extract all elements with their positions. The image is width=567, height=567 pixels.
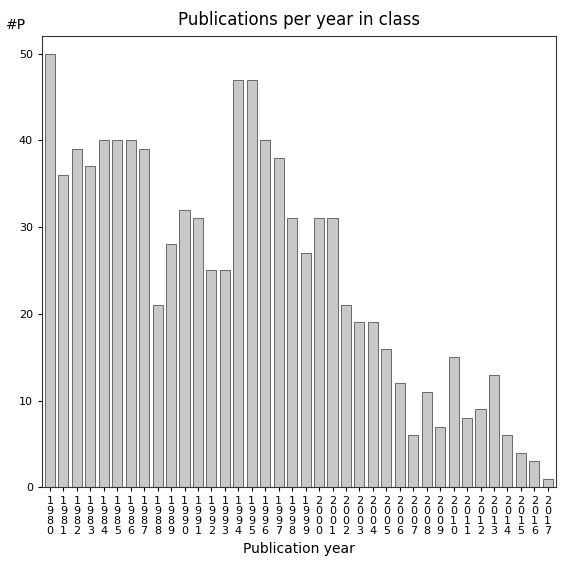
Bar <box>233 79 243 487</box>
Bar <box>301 253 311 487</box>
Bar <box>328 218 337 487</box>
Bar <box>476 409 485 487</box>
Bar <box>448 357 459 487</box>
Bar <box>354 323 365 487</box>
Bar <box>368 323 378 487</box>
Bar <box>516 452 526 487</box>
Bar <box>543 479 553 487</box>
Bar <box>274 158 284 487</box>
Bar <box>395 383 405 487</box>
Bar <box>462 418 472 487</box>
X-axis label: Publication year: Publication year <box>243 542 355 556</box>
Bar <box>112 140 122 487</box>
Bar <box>314 218 324 487</box>
Title: Publications per year in class: Publications per year in class <box>178 11 420 29</box>
Bar <box>99 140 109 487</box>
Bar <box>72 149 82 487</box>
Bar <box>247 79 257 487</box>
Bar <box>180 210 189 487</box>
Bar <box>489 375 499 487</box>
Bar <box>408 435 418 487</box>
Bar <box>206 270 217 487</box>
Bar <box>287 218 297 487</box>
Bar <box>45 53 55 487</box>
Bar <box>381 349 391 487</box>
Bar <box>260 140 270 487</box>
Bar <box>422 392 431 487</box>
Text: #P: #P <box>6 18 26 32</box>
Bar <box>85 166 95 487</box>
Bar <box>126 140 136 487</box>
Bar <box>153 305 163 487</box>
Bar <box>166 244 176 487</box>
Bar <box>58 175 69 487</box>
Bar <box>341 305 351 487</box>
Bar <box>139 149 149 487</box>
Bar <box>220 270 230 487</box>
Bar <box>193 218 203 487</box>
Bar <box>530 462 539 487</box>
Bar <box>502 435 513 487</box>
Bar <box>435 426 445 487</box>
